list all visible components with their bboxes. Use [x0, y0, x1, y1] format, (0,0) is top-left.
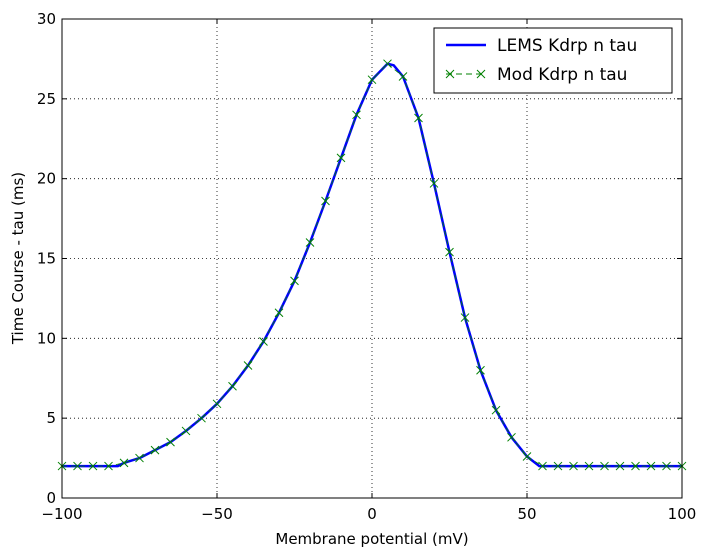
data-point-mod [615, 461, 625, 471]
data-point-mod [135, 453, 144, 463]
legend-marker-mod-1 [445, 69, 455, 79]
data-point-mod [228, 381, 237, 391]
data-point-mod [290, 276, 299, 286]
x-tick-label: 0 [367, 505, 377, 523]
data-point-mod [352, 110, 361, 120]
data-point-mod [367, 75, 377, 85]
y-tick-label: 30 [37, 10, 56, 28]
data-point-mod [119, 458, 129, 468]
data-point-mod [73, 461, 82, 471]
x-tick-label: −100 [41, 505, 82, 523]
y-axis-label: Time Course - tau (ms) [9, 172, 27, 345]
data-point-mod [398, 72, 408, 81]
data-point-mod [181, 426, 191, 436]
legend-marker-mod-2 [476, 69, 486, 79]
y-tick-label: 5 [46, 409, 56, 427]
data-point-mod [445, 247, 454, 257]
x-tick-label: −50 [201, 505, 233, 523]
y-tick-label: 0 [46, 489, 56, 507]
data-point-mod [631, 461, 640, 471]
data-point-mod [197, 413, 206, 423]
data-point-mod [212, 399, 222, 409]
data-point-mod [538, 461, 547, 471]
data-point-mod [429, 179, 439, 188]
y-tick-label: 20 [37, 170, 56, 188]
data-point-mod [336, 153, 346, 163]
data-point-mod [88, 461, 98, 471]
x-tick-label: 50 [517, 505, 536, 523]
data-point-mod [646, 461, 656, 471]
data-point-mod [662, 461, 671, 471]
data-point-mod [259, 337, 268, 346]
data-point-mod [584, 461, 594, 471]
data-point-mod [305, 238, 315, 247]
data-point-mod [104, 461, 113, 471]
y-tick-label: 15 [37, 250, 56, 268]
legend: LEMS Kdrp n tau Mod Kdrp n tau [433, 27, 673, 94]
x-tick-label: 100 [668, 505, 697, 523]
data-point-mod [414, 113, 423, 123]
data-point-mod [553, 461, 563, 471]
legend-label-lems: LEMS Kdrp n tau [497, 36, 637, 56]
ticks: −100 −50 0 50 100 0 5 10 15 20 25 30 [37, 10, 696, 523]
data-point-mod [460, 313, 470, 322]
x-axis-label: Membrane potential (mV) [275, 530, 468, 548]
data-point-mod [243, 361, 253, 370]
data-point-mod [569, 461, 578, 471]
data-point-mod [166, 437, 175, 447]
grid [62, 19, 682, 498]
data-point-mod [491, 405, 501, 415]
series-group [57, 59, 687, 471]
y-tick-label: 10 [37, 329, 56, 347]
y-tick-label: 25 [37, 90, 56, 108]
data-point-mod [522, 452, 532, 461]
data-point-mod [383, 59, 392, 69]
data-point-mod [321, 196, 330, 206]
legend-label-mod: Mod Kdrp n tau [497, 65, 627, 85]
data-point-mod [476, 365, 485, 375]
data-point-mod [507, 432, 516, 442]
legend-box [433, 27, 673, 94]
data-point-mod [150, 445, 160, 455]
data-point-mod [274, 308, 284, 318]
data-point-mod [600, 461, 609, 471]
